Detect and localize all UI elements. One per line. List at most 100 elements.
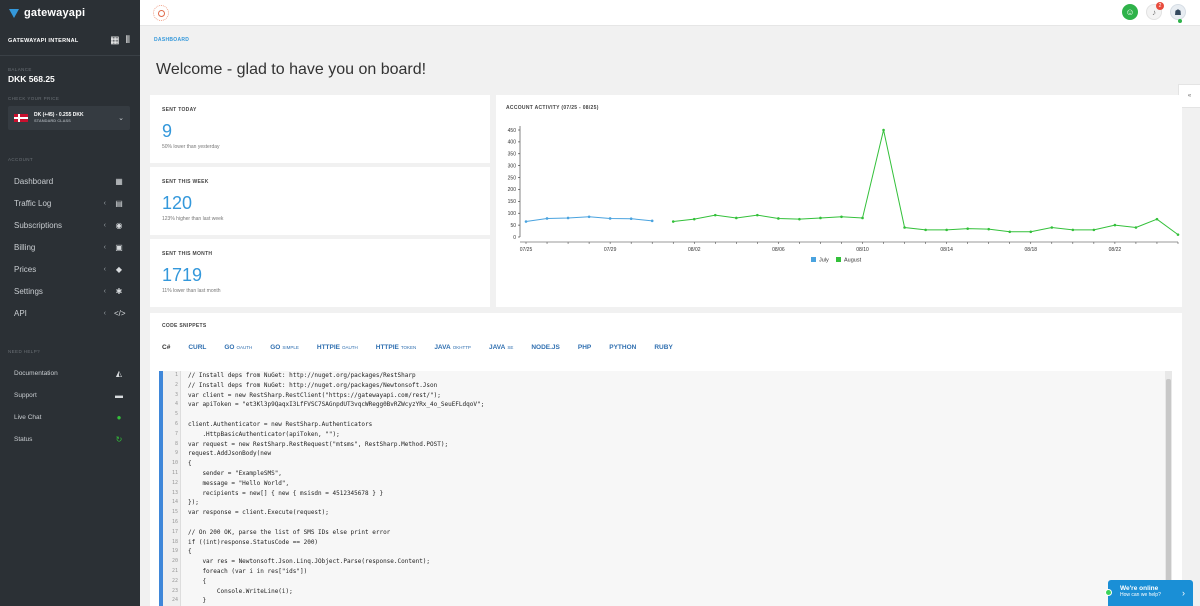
stat-value: 120 [162,193,193,213]
data-point[interactable] [1071,228,1075,232]
data-point[interactable] [587,215,591,219]
data-point[interactable] [629,217,633,220]
tab-variant: TOKEN [400,345,417,350]
live-chat-widget[interactable]: We're online How can we help? › [1105,580,1193,606]
chevron-left-icon: ‹ [103,243,106,251]
code-line: 22 { [163,577,484,587]
tab-java-okhttp[interactable]: JAVA OKHTTP [434,344,471,351]
data-point[interactable] [692,217,696,221]
tab-go-oauth[interactable]: GO OAUTH [224,344,252,351]
data-point[interactable] [545,217,549,220]
sidebar-item-settings[interactable]: Settings ‹ ✱ [0,280,140,302]
grid-icon[interactable]: ▦ [110,35,120,46]
sidebar-item-prices[interactable]: Prices ‹ ◆ [0,258,140,280]
x-tick-label: 08/06 [772,247,785,253]
data-point[interactable] [524,220,528,223]
code-line: 19 { [163,547,484,557]
line-number: 1 [174,372,178,378]
account-name: GATEWAYAPI INTERNAL [8,37,79,44]
data-point[interactable] [1008,230,1012,234]
sidebar-item-status[interactable]: Status ↻ [0,428,140,450]
sidebar-item-support[interactable]: Support ▬ [0,384,140,406]
tab-httpie-oauth[interactable]: HTTPIE OAUTH [317,344,358,351]
legend-label[interactable]: August [844,258,862,264]
tab-variant: OAUTH [236,345,253,350]
tab-java-se[interactable]: JAVA SE [489,344,513,351]
notifications-button[interactable]: ♪ 2 [1146,2,1164,20]
code-text: var res = Newtonsoft.Json.Linq.JObject.P… [188,558,431,566]
data-point[interactable] [903,226,906,229]
data-point[interactable] [966,227,969,230]
y-tick-label: 400 [508,140,517,146]
data-point[interactable] [987,227,991,231]
tab-ruby[interactable]: RUBY [654,344,672,351]
x-tick-label: 08/18 [1025,247,1038,253]
data-point[interactable] [650,219,654,223]
line-number: 17 [171,528,178,535]
line-number-gutter [163,371,181,606]
code-icon: </> [114,308,126,318]
data-point[interactable] [861,216,864,220]
data-point[interactable] [840,215,843,219]
code-editor[interactable]: 1 // Install deps from NuGet: http://nuge… [159,371,1172,606]
tab-c#[interactable]: C# [162,344,170,351]
account-switcher[interactable]: GATEWAYAPI INTERNAL ▦ ⦀ [0,26,140,56]
sidebar-item-api[interactable]: API ‹ </> [0,302,140,324]
line-number: 20 [171,558,178,565]
code-line: 14}); [163,498,484,508]
price-class: STANDARD CLASS [34,117,71,123]
data-point[interactable] [608,217,612,220]
tab-httpie-token[interactable]: HTTPIE TOKEN [376,344,417,351]
data-point[interactable] [777,217,780,220]
data-point[interactable] [1092,228,1096,232]
tab-go-simple[interactable]: GO SIMPLE [270,344,299,351]
data-point[interactable] [756,213,759,217]
sidebar-item-billing[interactable]: Billing ‹ ▣ [0,236,140,258]
support-agent-icon[interactable]: ☺ [1122,4,1138,20]
legend-label[interactable]: July [819,258,829,264]
sidebar-item-live-chat[interactable]: Live Chat ● [0,406,140,428]
tab-node-js[interactable]: NODE.JS [531,344,560,351]
code-scrollbar[interactable] [1165,371,1172,606]
data-point[interactable] [1029,230,1033,234]
x-tick-label: 08/02 [688,247,701,253]
gear-icon: ✱ [115,286,123,296]
tab-python[interactable]: PYTHON [609,344,636,351]
y-tick-label: 200 [508,187,517,193]
sidebar-item-traffic-log[interactable]: Traffic Log ‹ ▤ [0,192,140,214]
data-point[interactable] [1113,223,1117,227]
logo[interactable]: gatewayapi [0,0,140,26]
sidebar-item-dashboard[interactable]: Dashboard ▦ [0,170,140,192]
data-point[interactable] [882,128,885,132]
chat-icon: ▬ [115,390,123,400]
scrollbar-thumb[interactable] [1166,379,1171,606]
tab-curl[interactable]: CURL [188,344,206,351]
tab-label: RUBY [654,344,673,351]
price-country-select[interactable]: DK (+45) - 0.255 DKK STANDARD CLASS ⌄ [8,106,130,130]
data-point[interactable] [819,216,822,220]
columns-icon[interactable]: ⦀ [125,35,130,46]
sidebar-item-label: Traffic Log [14,198,52,208]
code-text: var response = client.Execute(request); [188,509,329,517]
data-point[interactable] [713,213,717,217]
data-point[interactable] [671,220,675,223]
data-point[interactable] [735,216,738,220]
data-point[interactable] [798,217,801,221]
data-point[interactable] [945,228,948,232]
sidebar-item-documentation[interactable]: Documentation ◭ [0,362,140,384]
tab-php[interactable]: PHP [578,344,591,351]
code-text: }); [188,499,199,507]
data-point[interactable] [566,216,570,220]
sidebar-item-subscriptions[interactable]: Subscriptions ‹ ◉ [0,214,140,236]
data-point[interactable] [924,228,927,232]
user-avatar[interactable]: ☗ [1170,4,1186,23]
breadcrumb[interactable]: DASHBOARD [154,37,190,43]
data-point[interactable] [1050,226,1054,229]
line-number: 23 [171,587,178,594]
y-tick-label: 0 [513,235,516,241]
tab-variant: SIMPLE [282,345,299,350]
data-point[interactable] [1134,226,1138,229]
data-point[interactable] [1155,217,1159,221]
sidebar-item-label: Subscriptions [14,220,63,230]
data-point[interactable] [1176,233,1180,236]
